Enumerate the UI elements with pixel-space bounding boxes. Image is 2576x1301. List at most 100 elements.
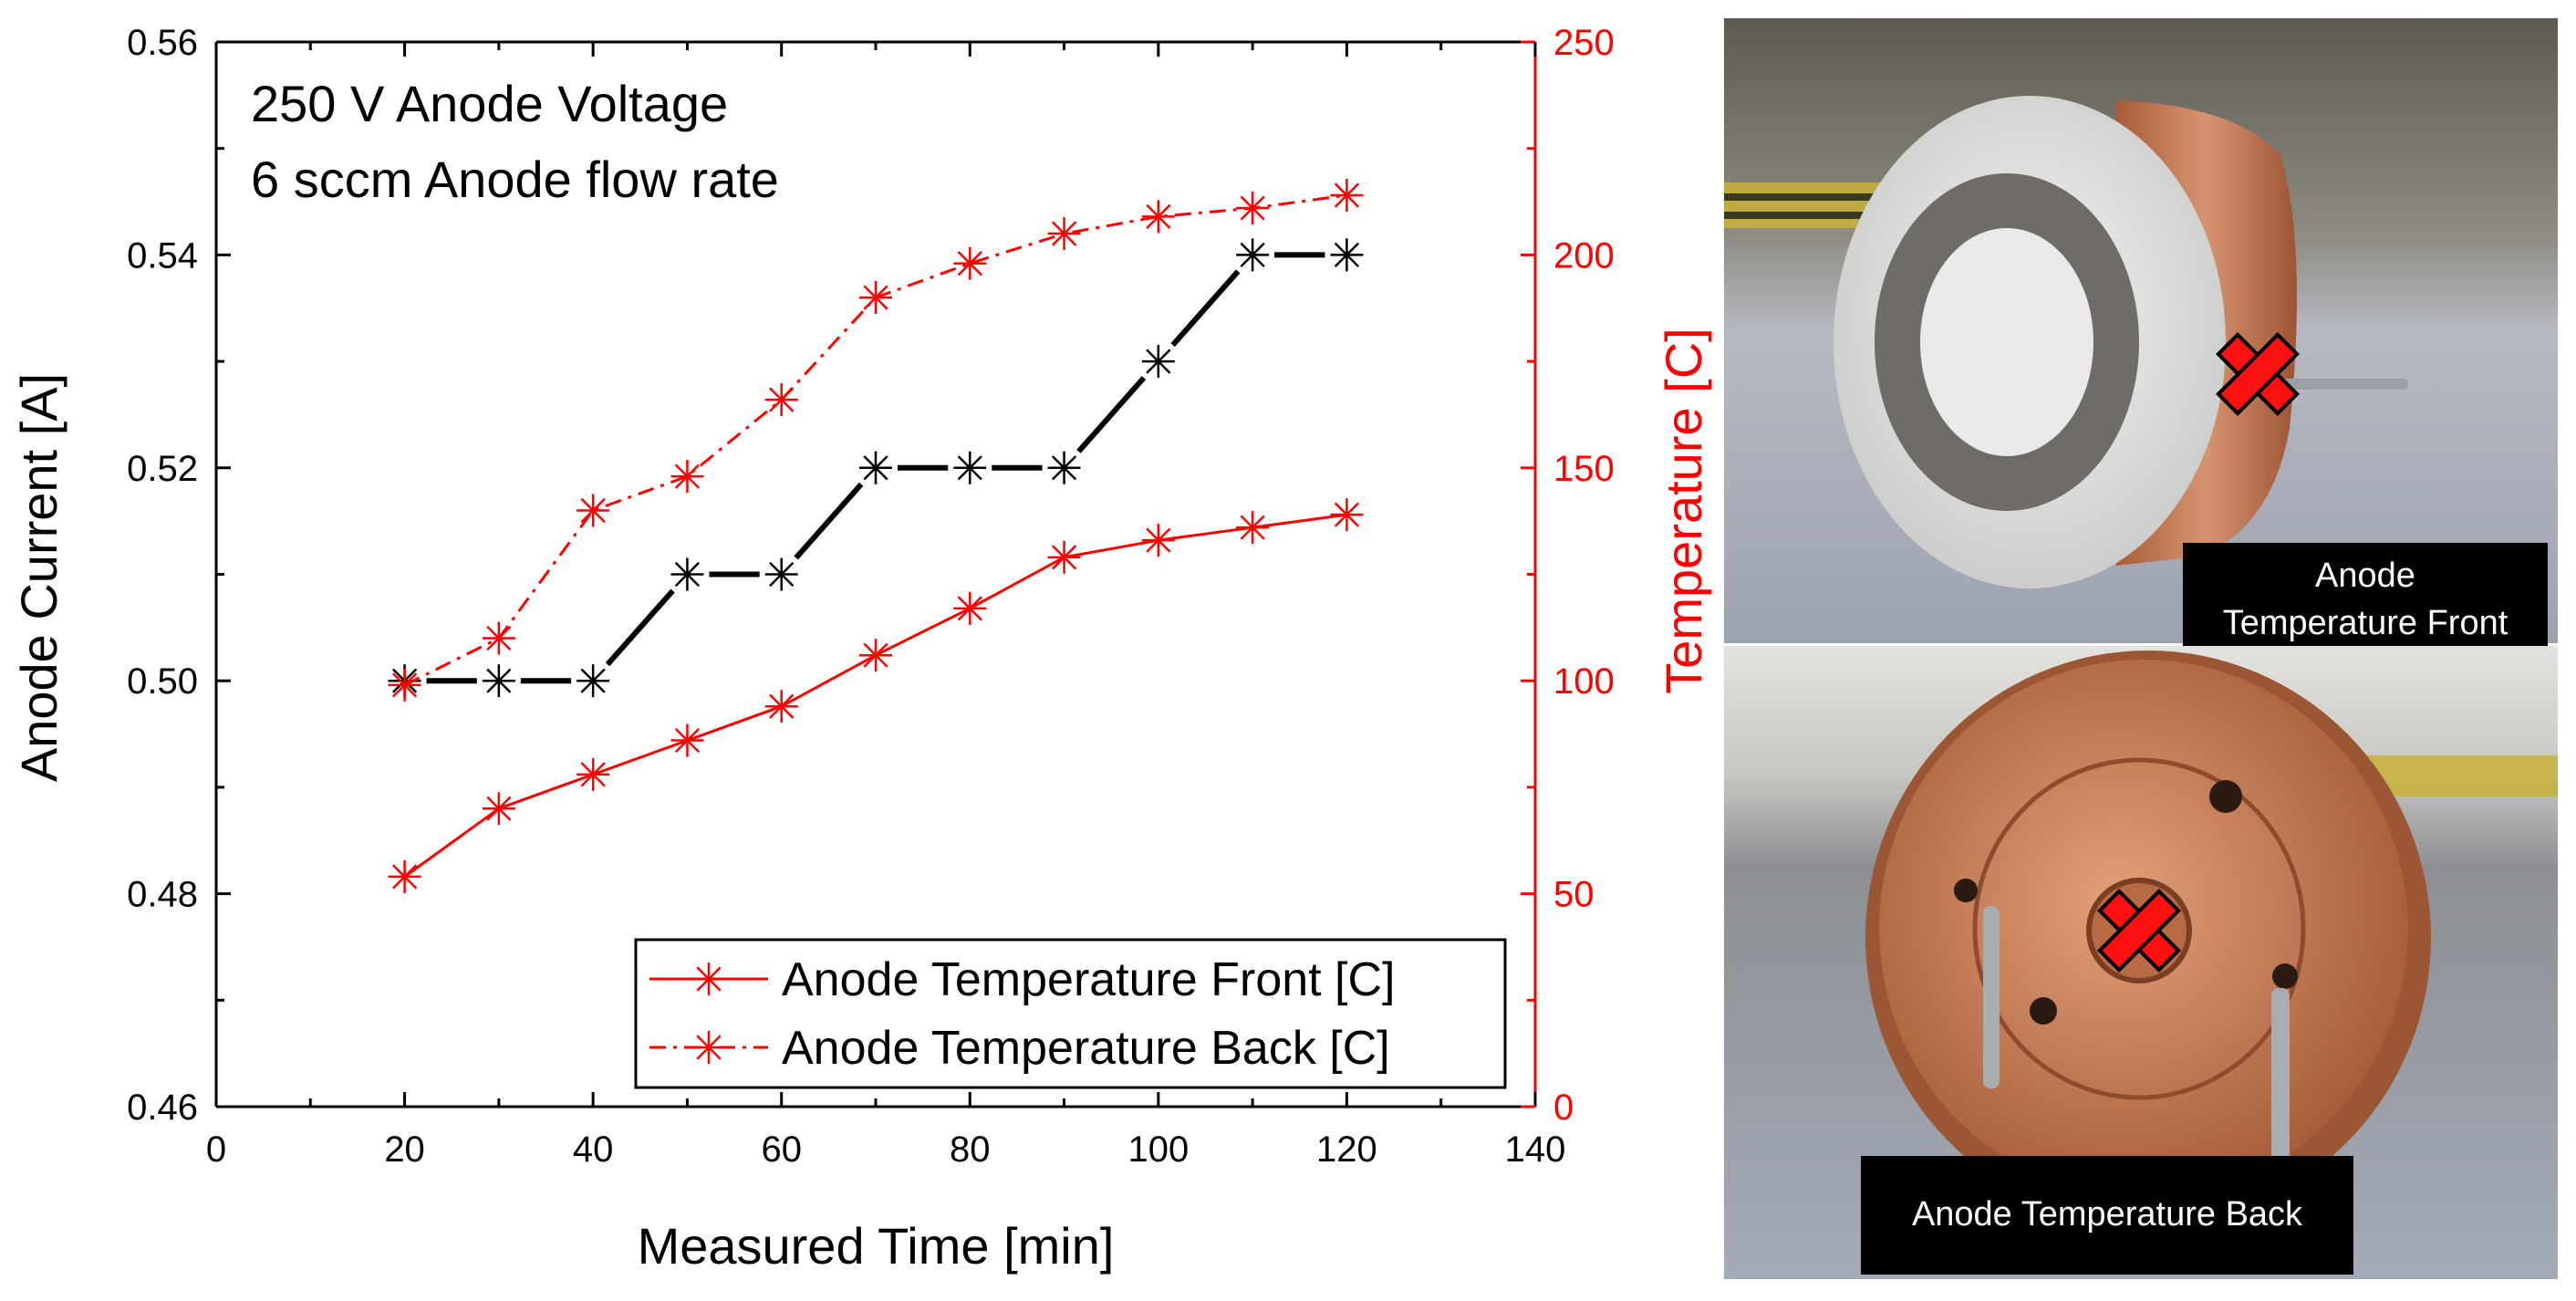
series-1 <box>388 498 1364 893</box>
legend-marker-star <box>692 963 725 995</box>
marker-stroke <box>1240 242 1265 268</box>
series-segment <box>1076 376 1147 453</box>
x-tick-label: 0 <box>206 1129 226 1170</box>
y-right-tick-label: 200 <box>1553 235 1615 276</box>
data-point <box>576 664 610 698</box>
x-tick-label: 60 <box>761 1129 802 1170</box>
anode-hole-4 <box>1954 879 1978 902</box>
caption-anode-front: Anode Temperature Front <box>2183 543 2548 657</box>
y-right-tick-label: 0 <box>1553 1088 1574 1128</box>
y-left-tick-label: 0.48 <box>127 875 198 915</box>
anode-back-illustration <box>1724 646 2558 1279</box>
series-segment <box>605 588 675 667</box>
marker-stroke <box>1051 455 1077 481</box>
data-point <box>1047 451 1081 484</box>
data-point <box>1047 540 1081 574</box>
x-tick-label: 100 <box>1127 1129 1189 1170</box>
data-point <box>670 557 704 591</box>
data-point <box>859 281 892 315</box>
caption-front-line-2: Temperature Front <box>2222 603 2508 642</box>
series-2 <box>388 179 1364 702</box>
data-point <box>388 859 421 893</box>
series-segment <box>1170 269 1241 348</box>
data-point <box>1330 498 1364 532</box>
x-axis-label: Measured Time [min] <box>638 1217 1115 1275</box>
x-tick-label: 40 <box>573 1129 614 1170</box>
data-point <box>1141 200 1175 234</box>
annotation-line-1: 250 V Anode Voltage <box>251 75 728 132</box>
data-point <box>576 494 610 527</box>
data-point <box>1141 524 1175 557</box>
data-point <box>1330 179 1364 213</box>
y-right-tick-label: 100 <box>1553 661 1615 702</box>
y-left-tick-label: 0.50 <box>127 661 198 702</box>
marker-stroke <box>863 285 888 310</box>
anode-hole-2 <box>2030 997 2057 1025</box>
marker-stroke <box>486 796 512 821</box>
marker-stroke <box>1334 182 1360 208</box>
anode-back-inner-ring <box>1972 757 2306 1100</box>
legend-item-front: Anode Temperature Front [C] <box>649 953 1396 1006</box>
anode-back-pin-2 <box>2271 988 2290 1180</box>
data-point <box>859 639 892 672</box>
data-point <box>1236 238 1270 272</box>
data-point <box>953 451 987 484</box>
y-left-tick-label: 0.56 <box>127 23 198 63</box>
marker-stroke <box>1146 349 1171 374</box>
y-axis-right-label: Temperature [C] <box>1655 328 1712 694</box>
data-point <box>670 460 704 494</box>
marker-stroke <box>580 668 606 693</box>
marker-stroke <box>863 642 888 668</box>
marker-stroke <box>674 727 701 754</box>
marker-stroke <box>769 693 795 719</box>
data-point <box>670 723 704 757</box>
x-tick-label: 80 <box>950 1129 991 1170</box>
marker-stroke <box>1240 515 1265 540</box>
legend: Anode Temperature Front [C] Anode Temper… <box>634 938 1507 1089</box>
x-tick-label: 20 <box>384 1129 425 1170</box>
marker-stroke <box>957 455 982 481</box>
y-left-tick-label: 0.52 <box>127 449 198 489</box>
data-point <box>482 664 515 698</box>
photo-anode-back <box>1724 646 2558 1279</box>
data-point <box>482 792 515 826</box>
data-point <box>482 621 515 655</box>
y-left-tick-label: 0.54 <box>127 235 198 276</box>
data-point <box>1236 192 1270 225</box>
anode-pin <box>2271 379 2408 390</box>
caption-back-text: Anode Temperature Back <box>1911 1195 2303 1234</box>
y-axis-left-label: Anode Current [A] <box>10 373 68 782</box>
y-left-tick-label: 0.46 <box>127 1088 198 1128</box>
marker-stroke <box>863 455 888 481</box>
data-point <box>1236 511 1270 545</box>
marker-stroke <box>1051 545 1077 570</box>
marker-stroke <box>486 668 512 693</box>
series-line <box>403 193 1347 687</box>
legend-marker-star <box>692 1031 725 1064</box>
photo-anode-front <box>1724 18 2558 643</box>
anode-hole-3 <box>2272 963 2298 989</box>
series-line <box>403 513 1347 879</box>
data-point <box>388 668 421 702</box>
cable-stripes-dark <box>1724 193 1906 201</box>
marker-stroke <box>674 561 701 588</box>
marker-back-x <box>2097 889 2181 973</box>
cable-stripes-back <box>2363 755 2558 796</box>
marker-stroke <box>486 625 512 651</box>
data-point <box>1330 238 1364 272</box>
y-right-tick-label: 50 <box>1553 875 1594 915</box>
marker-front-x <box>2216 332 2300 416</box>
legend-label-front: Anode Temperature Front [C] <box>782 953 1396 1006</box>
series-0 <box>388 238 1364 698</box>
series-segment <box>794 482 864 560</box>
marker-stroke <box>957 596 982 621</box>
marker-stroke <box>391 672 418 698</box>
legend-item-back: Anode Temperature Back [C] <box>649 1022 1390 1075</box>
data-point <box>953 591 987 625</box>
y-right-tick-label: 150 <box>1553 449 1615 489</box>
annotation-line-2: 6 sccm Anode flow rate <box>251 151 779 208</box>
marker-stroke <box>580 762 606 787</box>
data-point <box>576 757 610 791</box>
caption-front-line-1: Anode <box>2315 557 2415 596</box>
data-point <box>953 246 987 280</box>
